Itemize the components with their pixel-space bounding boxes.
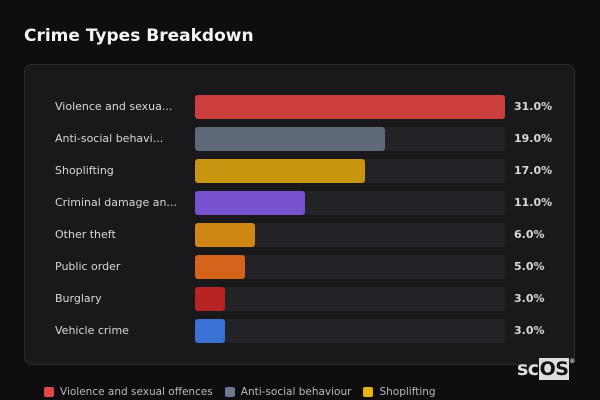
bar[interactable] [195, 127, 385, 151]
bar-row: Burglary 3.0% [25, 287, 574, 311]
bar[interactable] [195, 319, 225, 343]
category-label: Criminal damage an... [55, 196, 177, 209]
bar[interactable] [195, 159, 365, 183]
legend-swatch [363, 387, 374, 397]
category-label: Violence and sexua... [55, 100, 173, 113]
value-label: 19.0% [514, 132, 553, 145]
category-label: Public order [55, 260, 121, 273]
chart-card: Violence and sexua... 31.0% Anti-social b… [24, 64, 575, 365]
chart-title: Crime Types Breakdown [24, 26, 254, 46]
value-label: 6.0% [514, 228, 545, 241]
legend-swatch [224, 387, 235, 397]
scos-logo: scOS® [517, 358, 575, 380]
bar-track [195, 319, 505, 343]
category-label: Shoplifting [55, 164, 114, 177]
bar-row: Criminal damage an... 11.0% [25, 191, 574, 215]
value-label: 17.0% [514, 164, 553, 177]
value-label: 31.0% [514, 100, 553, 113]
legend-item[interactable]: Violence and sexual offences [44, 386, 213, 398]
bar[interactable] [195, 223, 255, 247]
bar-row: Public order 5.0% [25, 255, 574, 279]
category-label: Other theft [55, 228, 116, 241]
bar-track [195, 127, 505, 151]
legend-item[interactable]: Shoplifting [363, 386, 436, 398]
value-label: 5.0% [514, 260, 545, 273]
value-label: 3.0% [514, 292, 545, 305]
legend-swatch [44, 387, 54, 397]
bar-track [195, 159, 505, 183]
legend-label: Anti-social behaviour [240, 386, 352, 398]
legend-label: Violence and sexual offences [60, 386, 213, 398]
value-label: 3.0% [514, 324, 545, 337]
legend-label: Shoplifting [379, 386, 436, 398]
bar-row: Vehicle crime 3.0% [25, 319, 574, 343]
bar-row: Violence and sexua... 31.0% [25, 95, 574, 119]
value-label: 11.0% [514, 196, 553, 209]
bar[interactable] [195, 287, 225, 311]
bar-row: Other theft 6.0% [25, 223, 574, 247]
bar-row: Shoplifting 17.0% [25, 159, 574, 183]
bar-track [195, 223, 505, 247]
bar[interactable] [195, 191, 305, 215]
legend-item[interactable]: Anti-social behaviour [224, 386, 352, 398]
bar-track [195, 95, 505, 119]
category-label: Burglary [55, 292, 102, 305]
bar[interactable] [195, 255, 245, 279]
legend: Violence and sexual offences Anti-social … [44, 386, 436, 398]
bar-track [195, 191, 505, 215]
bar[interactable] [195, 95, 505, 119]
category-label: Anti-social behavi... [55, 132, 164, 145]
category-label: Vehicle crime [55, 324, 129, 337]
bar-track [195, 255, 505, 279]
bar-row: Anti-social behavi... 19.0% [25, 127, 574, 151]
bar-track [195, 287, 505, 311]
